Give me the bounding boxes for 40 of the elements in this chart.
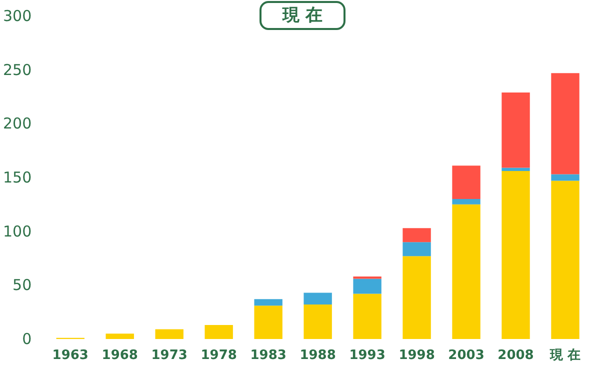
bar (452, 166, 480, 200)
bar (551, 180, 580, 339)
x-tick-label: 1988 (300, 348, 336, 363)
bar (254, 299, 282, 306)
x-tick-label: 1998 (398, 348, 435, 363)
bar (402, 256, 431, 339)
bar (502, 92, 530, 168)
bar (502, 168, 530, 172)
bar (551, 174, 580, 181)
y-tick-label: 0 (22, 330, 32, 348)
bar (353, 294, 382, 339)
x-tick-label: 2008 (498, 348, 534, 363)
y-tick-label: 200 (2, 114, 32, 133)
bar (204, 325, 233, 339)
chart-title: 現 在 (282, 6, 322, 26)
bar (502, 171, 530, 339)
y-tick-label: 300 (2, 7, 32, 25)
bar (155, 329, 184, 339)
y-tick-label: 50 (12, 276, 32, 294)
x-tick-label: 現 在 (548, 348, 581, 363)
bar (106, 334, 134, 339)
x-tick-label: 1963 (52, 348, 88, 363)
bar (452, 204, 480, 339)
x-tick-label: 1993 (349, 348, 386, 363)
y-tick-label: 250 (2, 60, 32, 79)
bar (402, 228, 431, 242)
bar (353, 278, 382, 294)
bar (551, 73, 580, 174)
x-tick-label: 1978 (200, 348, 237, 363)
y-tick-label: 150 (2, 168, 32, 186)
bar (304, 304, 332, 339)
bar (402, 242, 431, 256)
y-tick-label: 100 (2, 222, 32, 240)
x-tick-label: 1973 (151, 348, 188, 363)
x-tick-label: 1983 (250, 348, 286, 363)
bar (452, 199, 480, 204)
x-tick-label: 2003 (448, 348, 484, 363)
bar (254, 306, 282, 339)
x-tick-label: 1968 (102, 348, 138, 363)
bar (304, 292, 332, 305)
